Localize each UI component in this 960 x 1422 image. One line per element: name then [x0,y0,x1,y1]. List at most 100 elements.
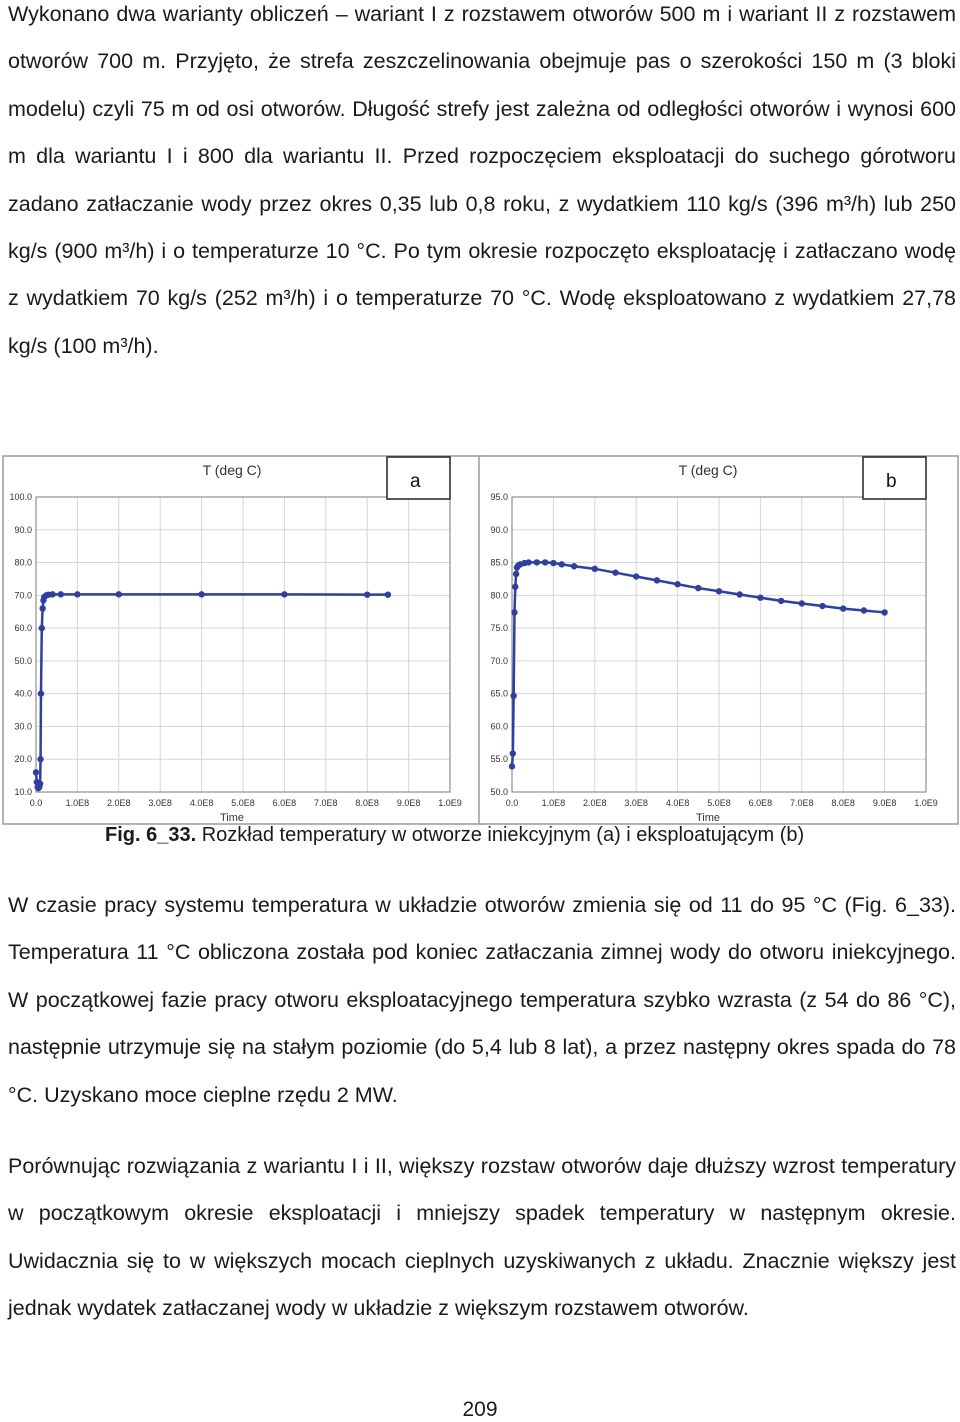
y-tick-label: 90.0 [14,525,32,535]
x-tick-label: 1.0E9 [438,798,462,808]
x-tick-label: 0.0 [506,798,519,808]
data-point [860,607,868,614]
data-point [509,750,517,757]
figure-caption-label: Fig. 6_33. [105,824,197,846]
data-point [777,597,785,605]
y-tick-label: 60.0 [490,721,508,731]
y-tick-label: 70.0 [490,656,508,666]
data-point [510,692,517,700]
figure-panel-b: 0.0 1.0E8 2.0E8 3.0E8 4.0E8 5.0E8 6.0E8 7.0E8 8.… [478,455,959,825]
data-point [558,561,565,568]
x-tick-label: 4.0E8 [190,798,214,808]
data-point [612,569,619,576]
data-point [798,600,805,607]
x-tick-label: 0.0 [30,798,43,808]
x-tick-label: 7.0E8 [314,798,338,808]
x-tick-label: 3.0E8 [624,798,648,808]
data-point [819,602,826,610]
data-point [881,609,888,616]
data-point [115,591,123,598]
figure-caption-text: Rozkład temperatury w otworze iniekcyjny… [196,824,805,846]
page-number: 209 [462,1398,498,1421]
data-point [74,591,81,598]
data-point [511,609,518,616]
y-tick-label: 50.0 [490,787,508,797]
data-point [37,756,44,763]
figure-panel-a: 0.0 1.0E8 2.0E8 3.0E8 4.0E8 5.0E8 6.0E8 7.0E8 8.… [2,455,483,825]
data-point [525,559,532,566]
x-tick-label: 8.0E8 [831,798,855,808]
x-tick-label: 6.0E8 [273,798,297,808]
y-tick-label: 90.0 [490,525,508,535]
y-tick-label: 70.0 [14,590,32,600]
y-tick-label: 65.0 [490,689,508,699]
y-tick-label: 40.0 [14,689,32,699]
x-tick-label: 8.0E8 [355,798,379,808]
x-tick-label: 2.0E8 [107,798,131,808]
x-axis-label: Time [696,812,720,824]
data-point [364,591,371,598]
x-tick-label: 6.0E8 [749,798,773,808]
chart-production-temperature: 0.0 1.0E8 2.0E8 3.0E8 4.0E8 5.0E8 6.0E8 7.0E8 8.… [478,455,959,825]
data-point [570,563,578,570]
panel-label: a [410,471,421,492]
figure-caption: Fig. 6_33. Rozkład temperatury w otworze… [105,824,804,847]
paragraph-comparison: Porównując rozwiązania z wariantu I i II… [8,1154,956,1321]
x-tick-label: 5.0E8 [231,798,255,808]
chart-title: T (deg C) [679,462,738,478]
data-point [57,591,65,598]
data-point [32,769,40,776]
y-tick-label: 80.0 [490,590,508,600]
data-point [198,591,205,598]
paragraph-results: W czasie pracy systemu temperatura w ukł… [8,893,956,1107]
x-tick-label: 9.0E8 [873,798,897,808]
panel-label-box [862,456,927,500]
data-point [38,624,45,632]
y-tick-label: 50.0 [14,656,32,666]
y-tick-label: 80.0 [14,558,32,568]
panel-label: b [886,471,897,492]
data-point [695,584,702,592]
data-point [508,763,516,770]
data-point [39,605,46,612]
y-tick-label: 55.0 [490,754,508,764]
data-point [541,559,549,566]
paragraph-intro: Wykonano dwa warianty obliczeń – wariant… [8,2,956,358]
x-tick-label: 7.0E8 [790,798,814,808]
x-tick-label: 1.0E8 [66,798,90,808]
x-tick-label: 5.0E8 [707,798,731,808]
data-point [512,570,520,578]
data-point [533,559,541,566]
data-point [840,605,847,612]
x-tick-label: 4.0E8 [666,798,690,808]
data-point [736,591,743,598]
y-tick-label: 75.0 [490,623,508,633]
chart-injection-temperature: 0.0 1.0E8 2.0E8 3.0E8 4.0E8 5.0E8 6.0E8 7.0E8 8.… [2,455,483,825]
data-point [37,690,45,697]
plot-area [511,496,927,793]
y-tick-label: 10.0 [14,787,32,797]
y-tick-label: 20.0 [14,754,32,764]
x-axis-label: Time [220,812,244,824]
y-tick-label: 85.0 [490,558,508,568]
data-point [281,591,288,598]
data-point [715,588,723,595]
x-tick-label: 1.0E9 [914,798,938,808]
data-point [550,559,557,567]
y-tick-label: 60.0 [14,623,32,633]
x-tick-label: 2.0E8 [583,798,607,808]
x-tick-label: 3.0E8 [148,798,172,808]
data-point [591,565,598,573]
data-point [653,577,661,584]
x-tick-label: 1.0E8 [542,798,566,808]
data-point [757,594,764,601]
data-point [512,583,519,590]
x-tick-label: 9.0E8 [397,798,421,808]
y-tick-label: 100.0 [9,492,32,502]
chart-title: T (deg C) [203,462,262,478]
data-point [36,780,44,788]
plot-area [35,496,451,793]
data-point [49,591,56,598]
data-point [384,591,392,598]
data-point [633,573,640,580]
